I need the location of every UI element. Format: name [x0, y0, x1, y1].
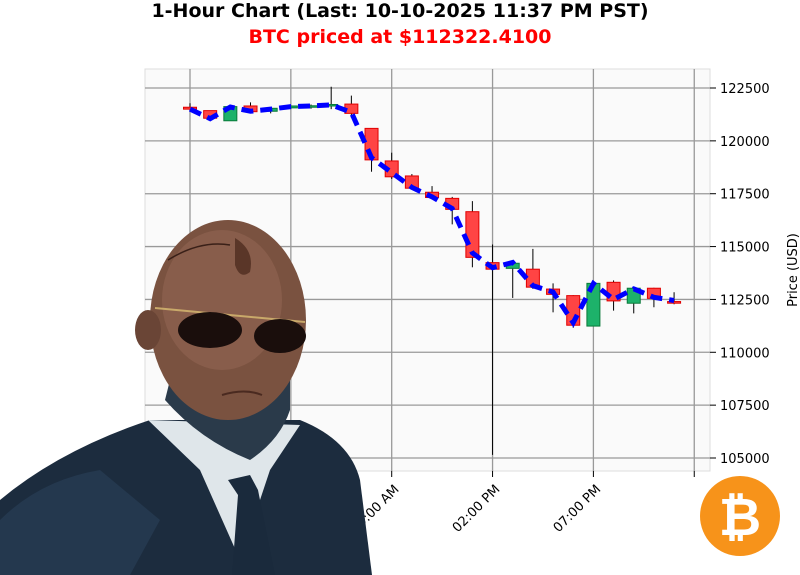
bitcoin-icon: ₿: [700, 476, 780, 556]
y-axis: 105000 107500 110000 112500 115000 117500 1200…: [710, 82, 770, 467]
y-axis-label: Price (USD): [786, 233, 800, 307]
candle: [465, 201, 480, 268]
chart-title: 1-Hour Chart (Last: 10-10-2025 11:37 PM …: [151, 0, 649, 22]
candle: [183, 103, 197, 110]
x-tick-label: 02:00 PM: [450, 482, 503, 535]
candle-body: [667, 301, 682, 304]
y-tick-label: 117500: [720, 188, 770, 203]
y-tick-label: 110000: [720, 346, 770, 361]
candle-body: [465, 211, 480, 258]
candle-body: [183, 106, 197, 110]
y-tick-label: 122500: [720, 82, 770, 97]
y-tick-label: 107500: [720, 399, 770, 414]
svg-text:₿: ₿: [719, 488, 761, 548]
moving-average-polyline: [188, 102, 675, 328]
y-tick-label: 105000: [720, 452, 770, 467]
y-tick-label: 112500: [720, 293, 770, 308]
y-tick-label: 115000: [720, 241, 770, 256]
moving-average-line: [188, 102, 675, 328]
y-tick-label: 120000: [720, 135, 770, 150]
x-tick-label: 07:00 PM: [551, 482, 604, 535]
candle: [525, 248, 540, 289]
agent-in-sunglasses-illustration: [0, 220, 372, 575]
price-subtitle: BTC priced at $112322.4100: [248, 26, 552, 48]
